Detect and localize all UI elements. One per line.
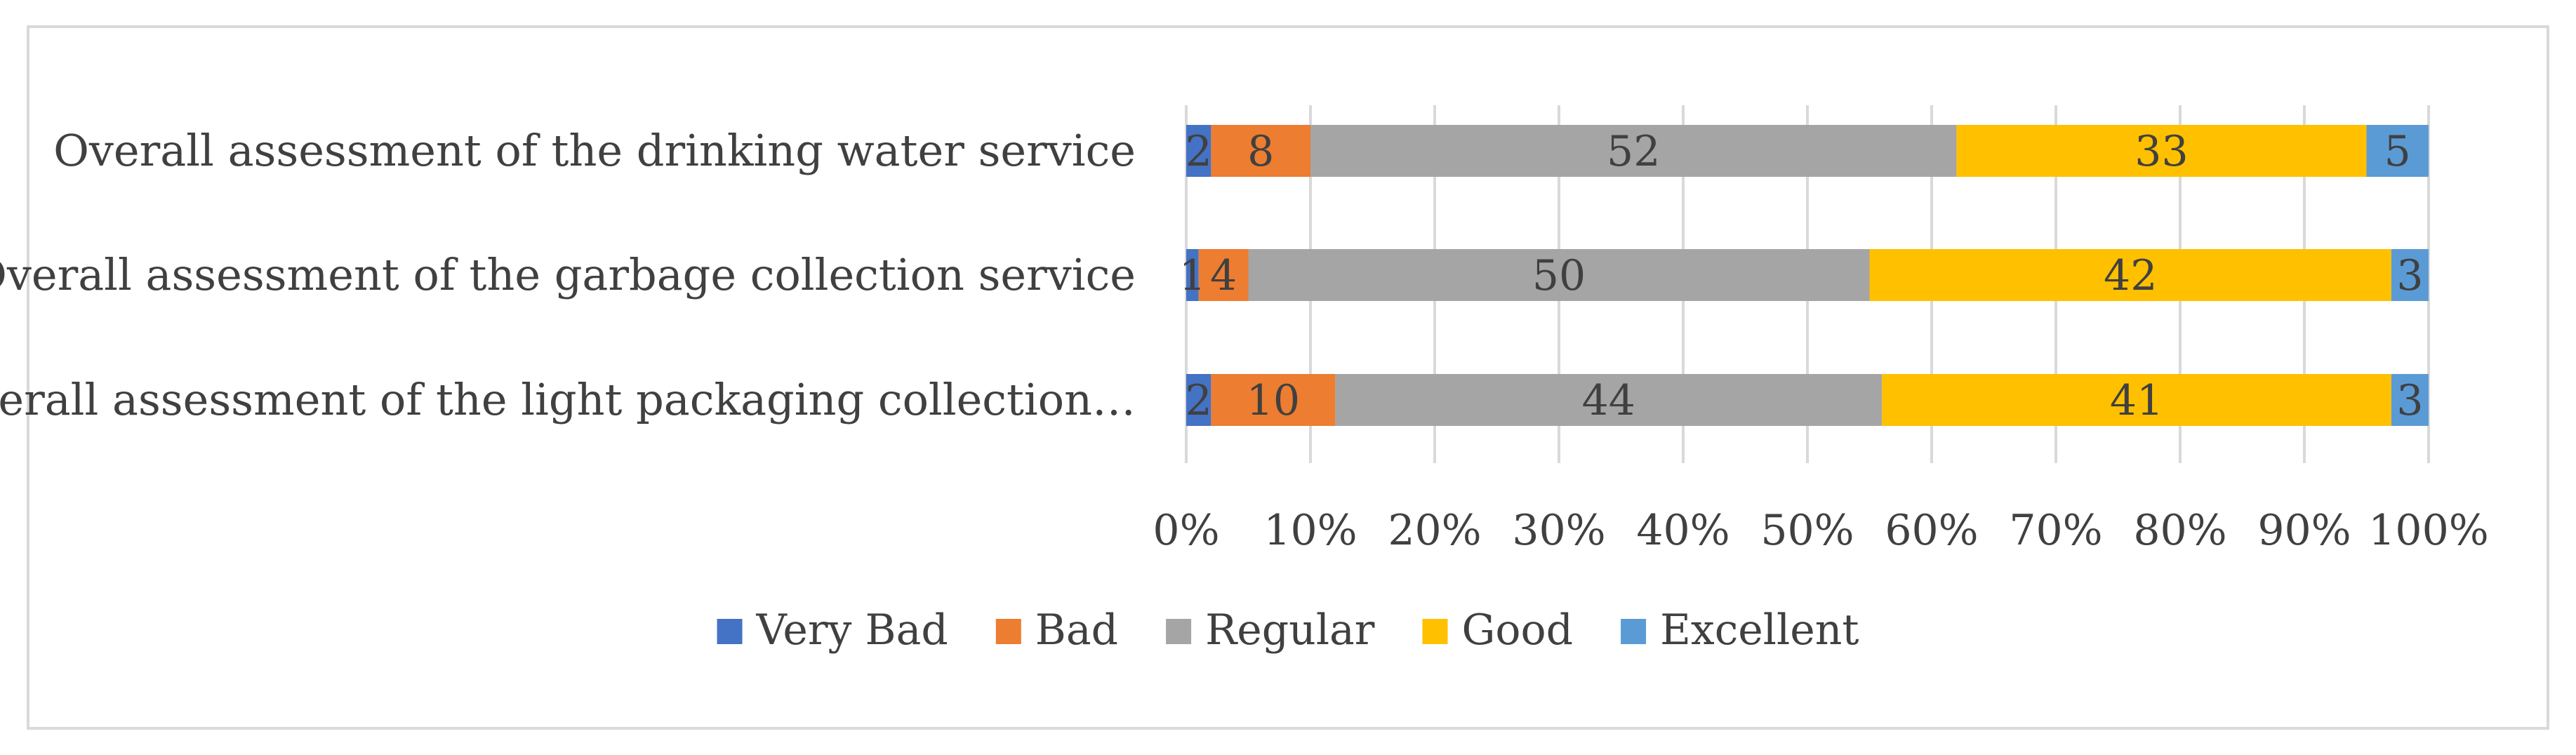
- legend-item-excellent: Excellent: [1621, 606, 1859, 655]
- bar-segment-good-row-2: [1869, 249, 2391, 301]
- legend-label-good: Good: [1461, 606, 1573, 655]
- bar-segment-bad-row-1: [1211, 125, 1310, 177]
- legend-item-very-bad: Very Bad: [717, 606, 948, 655]
- legend-swatch-bad: [995, 619, 1021, 644]
- legend-swatch-regular: [1166, 619, 1192, 644]
- data-label-good-row-1: 33: [2135, 127, 2188, 176]
- data-label-regular-row-1: 52: [1607, 127, 1660, 176]
- bar-segment-excellent-row-1: [2366, 125, 2429, 177]
- bar-segment-regular-row-1: [1310, 125, 1957, 177]
- x-tick-70: 70%: [2009, 506, 2102, 555]
- bar-segment-good-row-1: [1956, 125, 2367, 177]
- x-tick-40: 40%: [1636, 506, 1729, 555]
- data-label-regular-row-2: 50: [1532, 251, 1586, 300]
- legend-swatch-good: [1422, 619, 1448, 644]
- legend-item-regular: Regular: [1166, 606, 1375, 655]
- data-label-very-bad-row-2: 1: [1179, 251, 1206, 300]
- bar-segment-excellent-row-2: [2391, 249, 2429, 301]
- bar-segment-very-bad-row-3: [1186, 374, 1211, 426]
- x-tick-90: 90%: [2257, 506, 2351, 555]
- bar-segment-bad-row-3: [1211, 374, 1336, 426]
- data-label-bad-row-2: 4: [1210, 251, 1237, 300]
- bar-segment-good-row-3: [1882, 374, 2391, 426]
- data-label-bad-row-3: 10: [1247, 376, 1300, 425]
- data-label-excellent-row-2: 3: [2396, 251, 2423, 300]
- x-tick-20: 20%: [1388, 506, 1481, 555]
- data-label-excellent-row-3: 3: [2396, 376, 2423, 425]
- data-label-very-bad-row-3: 2: [1186, 376, 1212, 425]
- legend-swatch-excellent: [1621, 619, 1647, 644]
- legend-label-excellent: Excellent: [1660, 606, 1859, 655]
- x-tick-60: 60%: [1885, 506, 1978, 555]
- data-labels: 2 8 52 33 51 4 50 42 32 10 44 41 3: [1179, 127, 2424, 425]
- data-label-good-row-3: 41: [2110, 376, 2163, 425]
- legend-swatch-very-bad: [717, 619, 743, 644]
- x-tick-30: 30%: [1512, 506, 1605, 555]
- x-tick-0: 0%: [1153, 506, 1219, 555]
- data-label-very-bad-row-1: 2: [1186, 127, 1212, 176]
- x-tick-50: 50%: [1760, 506, 1854, 555]
- category-labels: Overall assessment of the drinking water…: [0, 125, 1136, 425]
- x-axis-ticks: 0% 10% 20% 30% 40% 50% 60% 70% 80% 90% 100%: [1153, 506, 2488, 555]
- x-tick-10: 10%: [1263, 506, 1357, 555]
- legend-label-regular: Regular: [1205, 606, 1375, 655]
- legend: Very Bad Bad Regular Good Excellent: [717, 606, 1859, 655]
- legend-item-good: Good: [1422, 606, 1573, 655]
- bar-segment-very-bad-row-2: [1186, 249, 1199, 301]
- legend-label-bad: Bad: [1035, 606, 1118, 655]
- data-label-excellent-row-1: 5: [2384, 127, 2411, 176]
- category-label-3: Overall assessment of the light packagin…: [0, 374, 1136, 425]
- legend-label-very-bad: Very Bad: [756, 606, 948, 655]
- data-label-good-row-2: 42: [2104, 251, 2157, 300]
- bar-segment-bad-row-2: [1198, 249, 1249, 301]
- bar-segment-excellent-row-3: [2391, 374, 2429, 426]
- bar-segment-very-bad-row-1: [1186, 125, 1211, 177]
- data-label-regular-row-3: 44: [1582, 376, 1635, 425]
- category-label-1: Overall assessment of the drinking water…: [53, 125, 1136, 176]
- data-label-bad-row-1: 8: [1247, 127, 1274, 176]
- category-label-2: Overall assessment of the garbage collec…: [0, 249, 1136, 300]
- x-tick-100: 100%: [2368, 506, 2489, 555]
- bar-segment-regular-row-3: [1335, 374, 1883, 426]
- legend-item-bad: Bad: [995, 606, 1118, 655]
- x-tick-80: 80%: [2133, 506, 2226, 555]
- bar-segment-regular-row-2: [1248, 249, 1870, 301]
- bars: [1186, 125, 2429, 426]
